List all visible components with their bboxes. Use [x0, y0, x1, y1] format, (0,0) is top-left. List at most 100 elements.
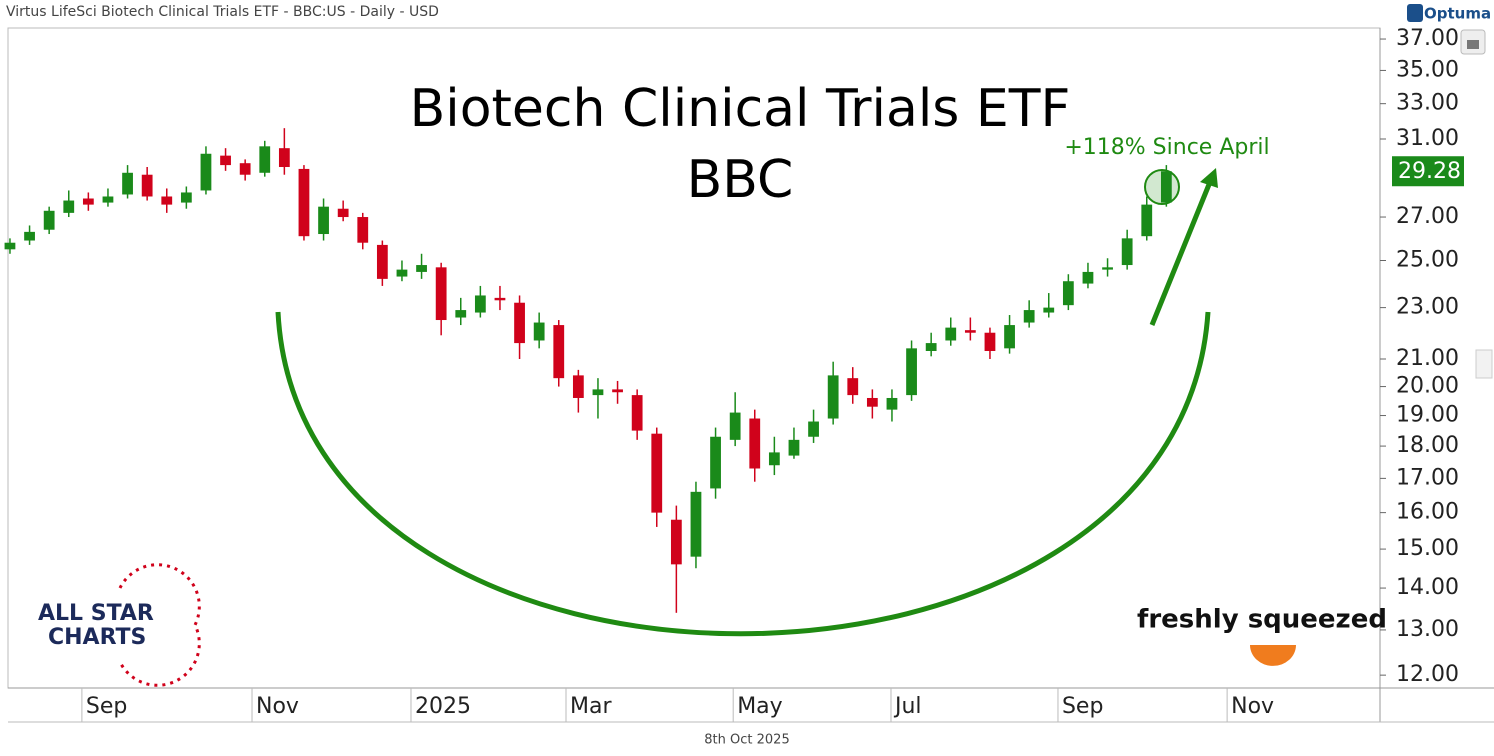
- candle-body: [1043, 307, 1055, 313]
- rounding-bottom-arc: [275, 311, 1211, 637]
- annotation: +118% Since April: [1064, 135, 1269, 160]
- y-tick-label: 25.00: [1396, 248, 1459, 273]
- candle-body: [749, 418, 761, 469]
- x-tick-label: May: [737, 694, 782, 719]
- last-price-box: [1392, 156, 1464, 187]
- candle-body: [4, 242, 16, 250]
- candle-body: [102, 196, 114, 203]
- candle-body: [847, 378, 859, 396]
- candle-body: [906, 348, 917, 396]
- logo-right: freshly squeezed: [1137, 605, 1387, 666]
- x-tick-label: 2025: [415, 694, 471, 719]
- candle-body: [592, 389, 604, 396]
- header: Virtus LifeSci Biotech Clinical Trials E…: [6, 4, 439, 20]
- candle-body: [376, 244, 388, 279]
- candle-body: [866, 397, 878, 407]
- candle-body: [24, 231, 35, 241]
- candle-body: [788, 439, 800, 456]
- candle-body: [808, 421, 819, 437]
- candle-body: [455, 310, 467, 318]
- candle-body: [416, 265, 427, 272]
- logo-text: freshly squeezed: [1137, 605, 1387, 635]
- candle-body: [337, 208, 349, 218]
- brand: Optuma: [1424, 5, 1491, 23]
- candle-body: [1121, 238, 1133, 266]
- candle-body: [553, 325, 565, 379]
- candle-body: [43, 210, 55, 230]
- candle-body: [572, 375, 584, 398]
- y-tick-label: 31.00: [1396, 126, 1459, 151]
- candle-body: [82, 198, 94, 205]
- chart-title: Biotech Clinical Trials ETF: [410, 79, 1071, 139]
- chart-subtitle: BBC: [687, 150, 794, 210]
- candle-body: [141, 174, 153, 197]
- candle-body: [827, 375, 839, 419]
- x-tick-label: Sep: [86, 694, 127, 719]
- y-tick-label: 19.00: [1396, 403, 1459, 428]
- y-tick-label: 16.00: [1396, 500, 1459, 525]
- candle-body: [396, 269, 408, 277]
- logo-stars: [118, 563, 201, 687]
- candles: [4, 128, 1172, 613]
- candle-body: [220, 155, 231, 166]
- candle-body: [670, 519, 682, 565]
- x-tick-label: Mar: [570, 694, 612, 719]
- candle-body: [1082, 271, 1094, 284]
- y-tick-label: 15.00: [1396, 536, 1459, 561]
- candle-body: [533, 322, 545, 341]
- candle-body: [474, 295, 486, 313]
- y-tick-label: 12.00: [1396, 662, 1459, 687]
- y-tick-label: 33.00: [1396, 91, 1459, 116]
- candle-body: [729, 412, 741, 440]
- logo-text: CHARTS: [48, 625, 146, 650]
- candle-body: [925, 343, 937, 351]
- y-tick-label: 17.00: [1396, 465, 1459, 490]
- y-tick-label: 27.00: [1396, 204, 1459, 229]
- candle-body: [259, 146, 271, 173]
- candle-body: [494, 297, 506, 301]
- candle-body: [357, 217, 369, 243]
- candle-body: [964, 330, 976, 333]
- y-tick-label: 35.00: [1396, 57, 1459, 82]
- logo-left: ALL STAR CHARTS: [38, 563, 201, 687]
- y-tick-label: 23.00: [1396, 295, 1459, 320]
- candle-body: [984, 332, 996, 351]
- candle-body: [690, 491, 702, 557]
- x-tick-label: Nov: [1231, 694, 1274, 719]
- candle-body: [1141, 204, 1153, 237]
- candle-body: [768, 452, 780, 466]
- candle-body: [122, 172, 133, 195]
- candle-body: [1102, 267, 1113, 270]
- y-tick-label: 20.00: [1396, 374, 1459, 399]
- candle-body: [886, 397, 898, 410]
- candle-body: [1160, 171, 1172, 203]
- brand-icon: [1407, 4, 1423, 22]
- lock-icon: [1467, 40, 1479, 49]
- x-tick-label: Nov: [256, 694, 299, 719]
- candle-body: [63, 200, 75, 213]
- candle-body: [161, 196, 173, 205]
- trend-arrow: [1149, 181, 1213, 326]
- y-tick-label: 18.00: [1396, 433, 1459, 458]
- candle-body: [318, 206, 329, 235]
- arrow-head: [1200, 168, 1218, 188]
- collapse-button[interactable]: [1475, 349, 1493, 379]
- y-tick-label: 14.00: [1396, 575, 1459, 600]
- logo-text: ALL STAR: [38, 601, 154, 626]
- y-tick-label: 21.00: [1396, 346, 1459, 371]
- candle-body: [1062, 281, 1074, 306]
- x-tick-label: Sep: [1062, 694, 1103, 719]
- candle-body: [435, 267, 447, 321]
- candle-body: [514, 302, 525, 344]
- y-tick-label: 37.00: [1396, 26, 1459, 51]
- logo-orange: [1250, 645, 1296, 666]
- candle-body: [651, 433, 663, 513]
- candle-body: [710, 436, 721, 489]
- x-tick-label: Jul: [893, 694, 922, 719]
- last-price-label: 29.28: [1398, 159, 1461, 184]
- candle-body: [180, 192, 192, 203]
- candle-body: [1004, 325, 1015, 349]
- candle-body: [612, 389, 623, 393]
- footer-date: 8th Oct 2025: [704, 733, 789, 748]
